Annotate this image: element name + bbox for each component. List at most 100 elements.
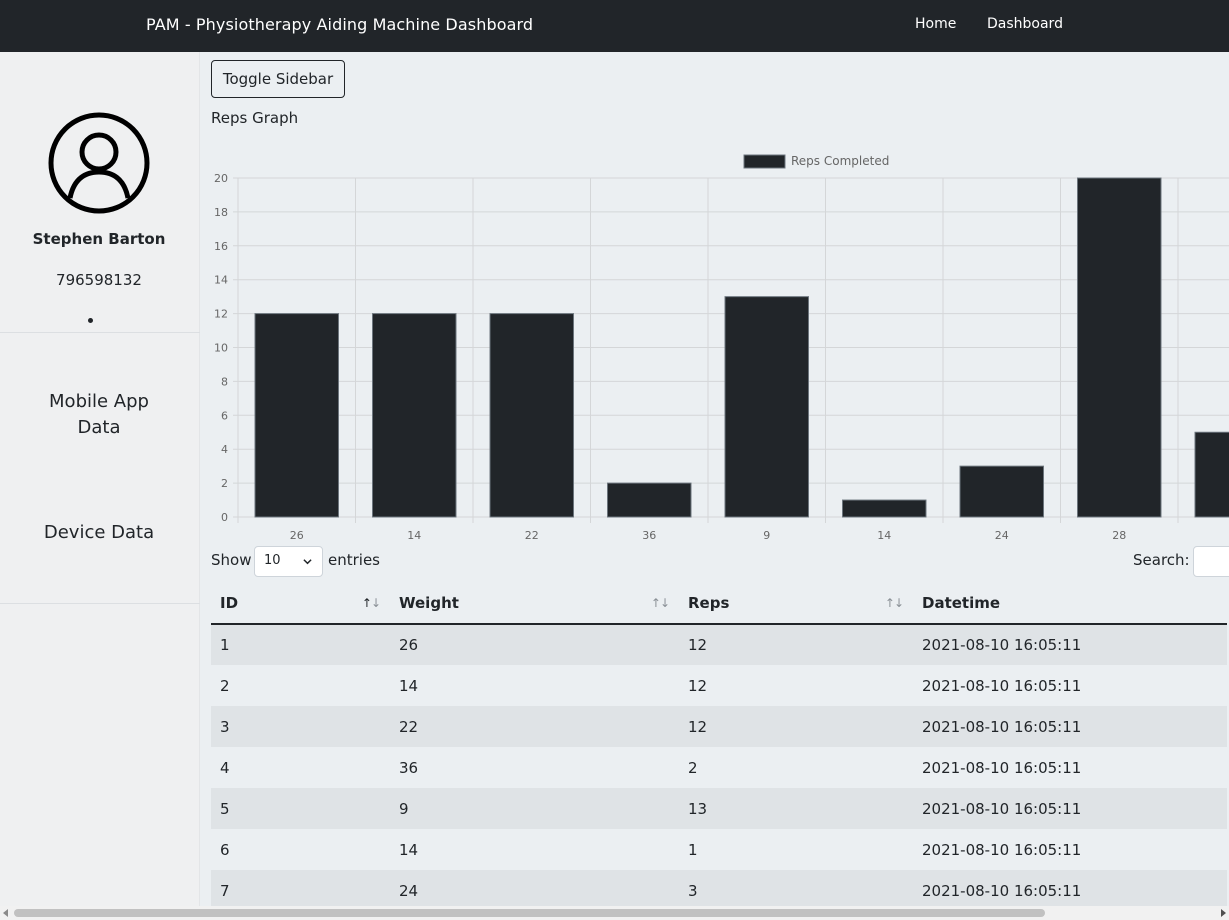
entries-select[interactable]: 10: [254, 546, 323, 577]
chart-bar: [959, 465, 1044, 518]
table-cell: 12: [679, 624, 913, 665]
sort-icon: ↑↓: [650, 596, 670, 610]
data-table: ID ↑↓ Weight ↑↓ Reps ↑↓ Datetime 1 26 12 2021-…: [211, 582, 1227, 911]
x-tick-label: 28: [1112, 529, 1126, 542]
x-tick-label: 22: [525, 529, 539, 542]
search-input[interactable]: [1193, 546, 1229, 577]
x-tick-label: 26: [290, 529, 304, 542]
user-name: Stephen Barton: [32, 230, 166, 248]
table-cell: 2021-08-10 16:05:11: [922, 840, 1082, 859]
table-cell: 2021-08-10 16:05:11: [913, 706, 1227, 747]
y-tick-label: 4: [221, 443, 228, 456]
table-cell: 6: [220, 840, 230, 859]
chart-bar: [607, 482, 692, 518]
sort-icon: ↑↓: [884, 596, 904, 610]
sidebar-item-mobile-app-data[interactable]: Mobile App Data: [49, 391, 149, 438]
table-cell: 4: [220, 758, 230, 777]
x-tick-label: 24: [995, 529, 1009, 542]
table-cell: 13: [679, 788, 913, 829]
table-cell: 12: [679, 706, 913, 747]
table-row[interactable]: 3 22 12 2021-08-10 16:05:11: [211, 706, 1227, 747]
scroll-right-icon[interactable]: [1221, 909, 1226, 917]
entries-label: entries: [328, 551, 380, 569]
table-cell: 14: [399, 840, 419, 859]
chart-bar: [254, 313, 339, 518]
x-tick-label: 9: [763, 529, 770, 542]
y-tick-label: 16: [214, 240, 228, 253]
chevron-down-icon: [303, 559, 312, 565]
y-tick-label: 0: [221, 511, 228, 524]
table-cell: 1: [211, 624, 390, 665]
table-cell: 36: [399, 758, 419, 777]
table-row[interactable]: 7 24 3 2021-08-10 16:05:11: [211, 870, 1227, 911]
table-cell: 2021-08-10 16:05:11: [913, 788, 1227, 829]
legend-swatch[interactable]: [743, 154, 786, 169]
table-cell: 9: [390, 788, 679, 829]
column-header-weight[interactable]: Weight ↑↓: [390, 582, 679, 625]
sidebar-divider: [0, 603, 200, 604]
x-tick-label: 14: [407, 529, 421, 542]
chart-bar: [1194, 431, 1229, 518]
table-header-row: ID ↑↓ Weight ↑↓ Reps ↑↓ Datetime: [211, 582, 1227, 625]
table-cell: 12: [688, 676, 708, 695]
chart-y-axis: 0 2 4 6 8 10 12 14 16 18 20: [214, 172, 228, 524]
y-tick-label: 20: [214, 172, 228, 185]
chart-bar: [724, 296, 809, 518]
column-header-datetime[interactable]: Datetime: [913, 582, 1227, 625]
table-cell: 2: [220, 676, 230, 695]
sidebar-item-device-data[interactable]: Device Data: [43, 522, 155, 543]
legend-label[interactable]: Reps Completed: [791, 154, 889, 168]
table-row[interactable]: 4 36 2 2021-08-10 16:05:11: [211, 747, 1227, 788]
app-title[interactable]: PAM - Physiotherapy Aiding Machine Dashb…: [146, 15, 534, 34]
column-header-id[interactable]: ID ↑↓: [211, 582, 390, 625]
user-phone: 796598132: [56, 271, 142, 289]
table-row[interactable]: 5 9 13 2021-08-10 16:05:11: [211, 788, 1227, 829]
table-cell: 7: [211, 870, 390, 911]
y-tick-label: 18: [214, 206, 228, 219]
y-tick-label: 10: [214, 342, 228, 355]
table-cell: 5: [211, 788, 390, 829]
user-avatar-icon: [48, 112, 150, 214]
table-row[interactable]: 2 14 12 2021-08-10 16:05:11: [211, 665, 1227, 706]
table-cell: 22: [390, 706, 679, 747]
table-cell: 2021-08-10 16:05:11: [922, 758, 1082, 777]
column-header-label: Weight: [399, 593, 459, 612]
chart-bar: [1077, 177, 1162, 518]
table-cell: 26: [390, 624, 679, 665]
chart-bar: [842, 499, 927, 518]
column-header-label: Reps: [688, 593, 730, 612]
search-label: Search:: [1133, 551, 1190, 569]
nav-dashboard-link[interactable]: Dashboard: [987, 16, 1063, 32]
column-header-reps[interactable]: Reps ↑↓: [679, 582, 913, 625]
y-tick-label: 2: [221, 477, 228, 490]
table-cell: 1: [688, 840, 698, 859]
table-cell: 2021-08-10 16:05:11: [913, 624, 1227, 665]
sort-icon: ↑↓: [361, 596, 381, 610]
y-tick-label: 8: [221, 375, 228, 388]
chart-bar: [489, 313, 574, 518]
nav-home-link[interactable]: Home: [915, 16, 957, 32]
chart-bar: [372, 313, 457, 518]
horizontal-scrollbar[interactable]: [0, 906, 1229, 920]
y-tick-label: 12: [214, 308, 228, 321]
table-row[interactable]: 6 14 1 2021-08-10 16:05:11: [211, 829, 1227, 870]
toggle-sidebar-button[interactable]: Toggle Sidebar: [211, 60, 345, 98]
table-cell: 2: [688, 758, 698, 777]
chart-x-axis: 26 14 22 36 9 14 24 28: [290, 529, 1127, 542]
graph-title: Reps Graph: [211, 109, 299, 127]
y-tick-label: 14: [214, 274, 228, 287]
table-cell: 24: [390, 870, 679, 911]
chart-bars: [254, 177, 1229, 518]
show-label: Show: [211, 551, 252, 569]
bullet-dot: [88, 318, 93, 323]
scrollbar-thumb[interactable]: [14, 909, 1045, 917]
scroll-left-icon[interactable]: [3, 909, 8, 917]
x-tick-label: 14: [877, 529, 891, 542]
table-cell: 3: [211, 706, 390, 747]
sidebar-divider: [0, 332, 200, 333]
top-navbar: PAM - Physiotherapy Aiding Machine Dashb…: [0, 0, 1229, 52]
table-row[interactable]: 1 26 12 2021-08-10 16:05:11: [211, 624, 1227, 665]
table-cell: 14: [399, 676, 419, 695]
table-cell: 2021-08-10 16:05:11: [922, 676, 1082, 695]
